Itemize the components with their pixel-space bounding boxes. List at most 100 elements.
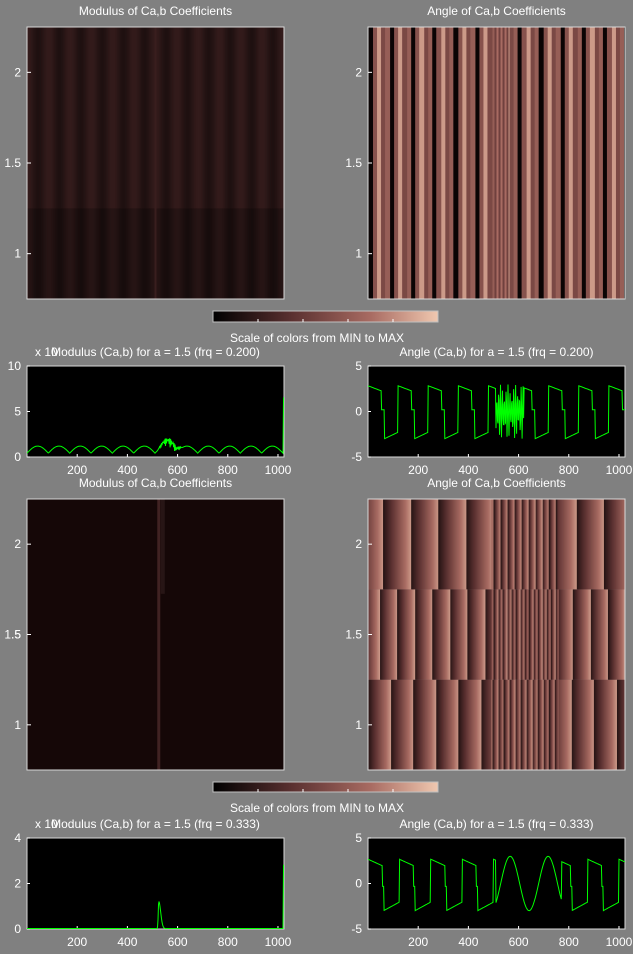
ang2-cell — [619, 589, 622, 680]
angline1-xtick: 400 — [458, 463, 478, 477]
ang2-cell — [536, 499, 539, 590]
ang2-cell — [491, 589, 493, 680]
mod1-cell — [260, 208, 263, 299]
mod1-cell — [211, 208, 214, 299]
mod1-cell — [90, 27, 92, 209]
mod1-cell — [277, 208, 280, 299]
mod1-cell — [200, 208, 203, 299]
ang2-cell — [566, 589, 569, 680]
ang2-cell — [408, 679, 410, 770]
mod1-cell — [146, 27, 148, 209]
mod1-cell — [135, 208, 137, 299]
ang1-cell — [460, 27, 462, 299]
mod1-cell — [235, 27, 238, 209]
mod1-cell — [69, 27, 71, 209]
ang1-cell — [507, 27, 509, 299]
ang2-cell — [377, 589, 379, 680]
ang2-cell — [484, 499, 486, 590]
ang2-cell — [568, 589, 571, 680]
ang2-cell — [487, 499, 489, 590]
ang2-cell — [547, 589, 550, 680]
mod1-cell — [163, 27, 165, 209]
ang2-cell — [464, 589, 466, 680]
mod1-cell — [281, 27, 284, 209]
mod1-cell — [222, 27, 225, 209]
mod1-cell — [258, 27, 261, 209]
mod1-cell — [217, 27, 220, 209]
mod1-cell — [126, 208, 128, 299]
mod1-cell — [65, 208, 67, 299]
cbar2-gradient — [212, 781, 439, 793]
ang2-cell — [497, 589, 499, 680]
mod1-cell — [40, 208, 42, 299]
ang2-cell — [404, 589, 406, 680]
mod1-cell — [80, 27, 82, 209]
mod1-cell — [126, 27, 128, 209]
mod1-cell — [212, 208, 215, 299]
ang2-cell — [546, 499, 549, 590]
ang1-cell — [595, 27, 598, 299]
mod1-cell — [226, 208, 229, 299]
mod1-cell — [174, 27, 176, 209]
ang1-cell — [432, 27, 434, 299]
mod1-cell — [180, 27, 183, 209]
ang2-cell — [429, 679, 431, 770]
cbar2-colorbar: Scale of colors from MIN to MAX — [212, 781, 439, 815]
ang2-cell — [605, 589, 608, 680]
mod1-cell — [182, 208, 185, 299]
mod1-cell — [199, 27, 202, 209]
ang2-cell — [435, 679, 437, 770]
ang2-cell — [457, 679, 459, 770]
ang2-cell — [444, 499, 446, 590]
ang2-cell — [378, 589, 380, 680]
ang1-cell — [416, 27, 418, 299]
ang2-cell — [394, 679, 396, 770]
ang2-cell — [516, 589, 518, 680]
mod1-cell — [239, 208, 242, 299]
ang2-cell — [525, 499, 528, 590]
mod1-cell — [100, 208, 102, 299]
ang2-cell — [461, 499, 463, 590]
mod1-cell — [59, 27, 61, 209]
ang2-cell — [489, 679, 491, 770]
angline1-title: Angle (Ca,b) for a = 1.5 (frq = 0.200) — [399, 345, 593, 359]
mod2-plot-bg — [27, 499, 284, 770]
mod2-spike — [157, 499, 161, 770]
mod1-cell — [229, 208, 232, 299]
ang2-cell — [512, 499, 514, 590]
ang2-cell — [596, 499, 599, 590]
mod2-title: Modulus of Ca,b Coefficients — [79, 476, 232, 490]
mod1-cell — [240, 27, 243, 209]
ang1-cell — [489, 27, 491, 299]
ang2-cell — [585, 499, 588, 590]
ang1-cell — [383, 27, 385, 299]
ang2-cell — [472, 589, 474, 680]
ang1-cell — [440, 27, 442, 299]
ang1-cell — [480, 27, 482, 299]
ang2-cell — [462, 679, 464, 770]
ang2-cell — [571, 499, 574, 590]
ang1-cell — [561, 27, 564, 299]
mod1-cell — [178, 208, 180, 299]
mod1-cell — [201, 27, 204, 209]
angline2-title: Angle (Ca,b) for a = 1.5 (frq = 0.333) — [399, 817, 593, 831]
ang2-cell — [395, 679, 397, 770]
ang2-cell — [418, 679, 420, 770]
modline1-xtick: 400 — [117, 463, 137, 477]
ang1-cell — [388, 27, 390, 299]
ang1-cell — [461, 27, 463, 299]
mod1-cell — [235, 208, 238, 299]
ang2-cell — [499, 589, 501, 680]
ang2-cell — [410, 499, 412, 590]
ang2-cell — [455, 589, 457, 680]
ang2-cell — [568, 679, 571, 770]
ang1-cell — [462, 27, 464, 299]
ang2-cell — [483, 679, 485, 770]
ang2-cell — [386, 499, 388, 590]
ang2-cell — [452, 679, 454, 770]
ang2-cell — [460, 679, 462, 770]
angline1-ytick: 0 — [355, 405, 362, 419]
ang2-cell — [467, 679, 469, 770]
modline1-chart: Modulus (Ca,b) for a = 1.5 (frq = 0.200)… — [8, 345, 292, 477]
mod1-cell — [49, 27, 51, 209]
